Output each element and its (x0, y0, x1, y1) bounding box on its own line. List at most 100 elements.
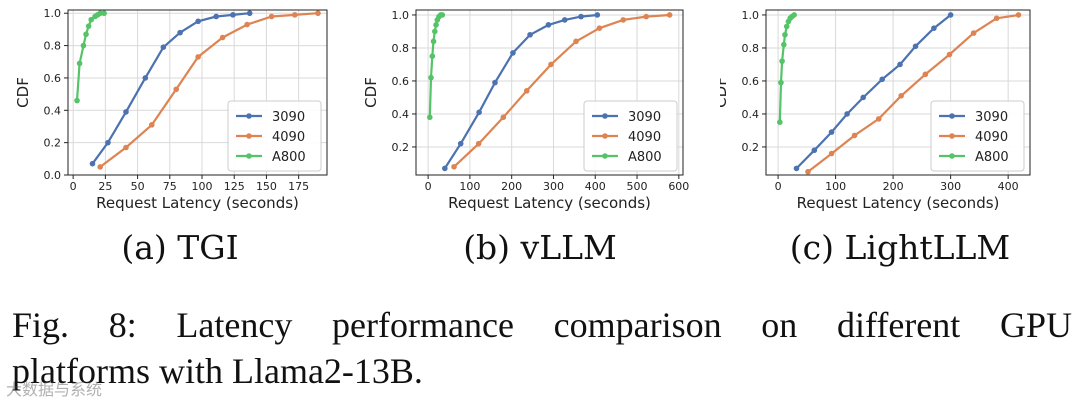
y-tick-label: 0.2 (44, 137, 62, 150)
plot-frame-tgi (67, 9, 328, 176)
data-point-4090 (523, 88, 530, 94)
data-point-A800 (76, 60, 83, 67)
data-point-4090 (500, 114, 507, 121)
series-line-4090 (99, 12, 319, 168)
figure-caption-line-1: Fig. 8: Latency performance comparison o… (12, 305, 1072, 345)
data-point-A800 (779, 58, 785, 64)
data-point-4090 (643, 13, 650, 20)
data-point-3090 (195, 18, 201, 25)
cdf-chart-tgi: 0 25 50 75 100 125 150 175 0.0 0.2 0.4 0.6 0.8 1.0 Req… (14, 7, 328, 212)
y-axis-label: CDF (720, 77, 730, 108)
x-tick-label: 0 (425, 180, 432, 193)
data-point-4090 (195, 54, 201, 60)
data-point-3090 (230, 12, 236, 18)
data-point-3090 (105, 139, 111, 146)
data-point-A800 (782, 31, 788, 38)
series-4090-vllm (451, 12, 673, 170)
data-point-3090 (931, 25, 937, 31)
y-tick-label: 0.4 (44, 104, 62, 117)
data-point-A800 (791, 12, 797, 18)
legend-label-4090: 4090 (272, 130, 305, 145)
data-point-A800 (83, 31, 89, 38)
data-point-4090 (875, 116, 882, 122)
x-tick-label: 100 (192, 180, 213, 193)
data-point-4090 (244, 21, 250, 28)
data-point-3090 (897, 61, 903, 68)
legend-label-A800: A800 (272, 150, 306, 165)
x-tick-label: 600 (668, 180, 689, 193)
legend-box (227, 100, 322, 172)
data-point-3090 (160, 44, 167, 51)
legend-marker-A800 (602, 153, 608, 159)
y-tick-label: 0.2 (392, 141, 410, 154)
legend-marker-A800 (949, 153, 955, 159)
data-point-4090 (851, 132, 858, 139)
data-point-4090 (922, 71, 929, 78)
data-point-4090 (898, 93, 904, 99)
data-point-A800 (777, 119, 783, 125)
legend-marker-A800 (246, 153, 252, 159)
y-tick-label: 1.0 (742, 9, 760, 22)
series-3090-lightllm (793, 12, 954, 172)
data-point-A800 (101, 10, 107, 17)
legend-label-4090: 4090 (628, 130, 661, 145)
data-point-A800 (74, 97, 80, 104)
data-point-3090 (793, 165, 800, 172)
data-point-3090 (442, 165, 448, 172)
legend-label-A800: A800 (975, 150, 1009, 165)
data-point-A800 (433, 22, 439, 28)
data-point-4090 (993, 15, 1000, 22)
data-point-A800 (430, 38, 437, 45)
data-point-A800 (432, 28, 438, 35)
data-point-4090 (1015, 12, 1022, 18)
y-axis-label: CDF (14, 77, 32, 108)
data-point-4090 (548, 61, 554, 68)
series-A800-vllm (426, 12, 446, 121)
x-tick-label: 0 (70, 180, 77, 193)
y-tick-label: 0.6 (44, 72, 62, 85)
data-point-4090 (805, 168, 811, 175)
data-point-4090 (596, 25, 603, 31)
data-point-A800 (783, 23, 790, 30)
data-point-4090 (291, 12, 298, 18)
legend-vllm: 3090 4090 A800 (583, 100, 678, 172)
data-point-3090 (561, 17, 568, 23)
x-tick-label: 25 (98, 180, 112, 193)
y-tick-label: 0.6 (392, 75, 410, 88)
legend-box (583, 100, 678, 172)
series-line-4090 (453, 13, 670, 168)
data-point-4090 (475, 140, 482, 147)
data-point-A800 (97, 10, 104, 17)
x-tick-label: 200 (501, 180, 522, 193)
grid-lightllm (766, 10, 1030, 175)
data-point-3090 (457, 140, 464, 147)
data-point-3090 (844, 111, 850, 117)
data-point-3090 (476, 109, 482, 116)
watermark: 大数据与系统 (6, 380, 103, 399)
x-tick-label: 200 (883, 180, 904, 193)
legend-label-3090: 3090 (272, 110, 305, 125)
data-point-A800 (781, 41, 787, 48)
plot-frame-vllm (415, 9, 684, 176)
subcaption-tgi: (a) TGI (121, 228, 239, 267)
data-point-3090 (89, 160, 96, 167)
legend-label-3090: 3090 (975, 110, 1008, 125)
x-tick-label: 150 (256, 180, 277, 193)
y-tick-label: 0.8 (44, 40, 62, 53)
y-tick-label: 0.8 (742, 42, 760, 55)
x-tick-label: 300 (940, 180, 961, 193)
x-axis-label: Request Latency (seconds) (797, 194, 1000, 212)
series-3090-vllm (442, 12, 601, 172)
data-point-3090 (510, 50, 516, 56)
data-point-A800 (429, 53, 436, 59)
x-tick-label: 175 (288, 180, 309, 193)
x-tick-label: 0 (775, 180, 782, 193)
data-point-4090 (315, 10, 321, 17)
data-point-4090 (268, 13, 275, 20)
x-tick-label: 100 (825, 180, 846, 193)
x-tick-label: 100 (459, 180, 480, 193)
grid-tgi (68, 10, 327, 176)
data-point-3090 (246, 10, 253, 17)
data-point-4090 (970, 30, 977, 36)
data-point-3090 (860, 94, 867, 101)
